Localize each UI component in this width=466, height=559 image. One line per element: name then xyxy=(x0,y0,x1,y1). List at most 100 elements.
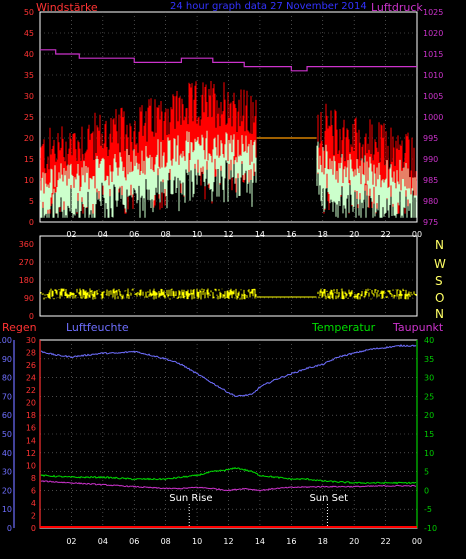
p3-ytick-temp-0: -10 xyxy=(424,524,437,533)
p3-ytick-rain-8: 16 xyxy=(26,424,36,433)
compass-labels: N W S O N xyxy=(434,238,446,321)
p3-ytick-rain-5: 10 xyxy=(26,461,36,470)
p3-ytick-temp-2: 0 xyxy=(424,486,429,495)
p3-ytick-rain-10: 20 xyxy=(26,399,36,408)
p3-ytick-temp-9: 35 xyxy=(424,355,434,364)
p3-ytick-humidity-5: 50 xyxy=(2,430,12,439)
p3-xtick-0: 02 xyxy=(66,537,76,546)
p3-xtick-10: 22 xyxy=(380,537,390,546)
winddir-panel: 0 90 180 270 360 xyxy=(19,236,417,321)
p3-ytick-humidity-3: 30 xyxy=(2,468,12,477)
p3-xtick-6: 14 xyxy=(255,537,265,546)
p1-ytick-left-9: 45 xyxy=(24,29,34,38)
p3-ytick-humidity-4: 40 xyxy=(2,449,12,458)
regen-label: Regen xyxy=(2,321,37,334)
p3-ytick-rain-14: 28 xyxy=(26,349,36,358)
p1-ytick-right-4: 995 xyxy=(423,134,438,143)
dewpoint-series xyxy=(40,480,417,492)
p3-ytick-rain-15: 30 xyxy=(26,336,36,345)
p3-ytick-rain-1: 2 xyxy=(31,511,36,520)
p3-ytick-rain-2: 4 xyxy=(31,499,36,508)
p1-ytick-right-9: 1020 xyxy=(423,29,443,38)
temperature-series xyxy=(40,467,417,485)
p1-ytick-left-1: 5 xyxy=(29,197,34,206)
p3-ytick-temp-3: 5 xyxy=(424,468,429,477)
p3-xtick-4: 10 xyxy=(192,537,202,546)
p3-ytick-temp-7: 25 xyxy=(424,392,434,401)
p3-xtick-5: 12 xyxy=(223,537,233,546)
p2-ytick-1: 90 xyxy=(24,294,34,303)
p1-ytick-left-6: 30 xyxy=(24,92,34,101)
p1-xtick-11: 00 xyxy=(412,230,422,239)
p3-ytick-humidity-1: 10 xyxy=(2,505,12,514)
p3-ytick-temp-1: -5 xyxy=(424,505,432,514)
p1-ytick-right-1: 980 xyxy=(423,197,438,206)
p1-ytick-left-5: 25 xyxy=(24,113,34,122)
p1-xtick-10: 22 xyxy=(380,230,390,239)
p3-ytick-temp-5: 15 xyxy=(424,430,434,439)
p3-ytick-rain-11: 22 xyxy=(26,386,36,395)
p1-ytick-left-7: 35 xyxy=(24,71,34,80)
p1-xtick-8: 18 xyxy=(318,230,328,239)
p3-xtick-1: 04 xyxy=(98,537,108,546)
p3-ytick-humidity-0: 0 xyxy=(7,524,12,533)
p3-xtick-3: 08 xyxy=(161,537,171,546)
p3-ytick-rain-0: 0 xyxy=(31,524,36,533)
humidity-series xyxy=(40,344,417,398)
p3-ytick-rain-7: 14 xyxy=(26,436,36,445)
luftfeuchte-label: Luftfeuchte xyxy=(66,321,129,334)
compass-n-bottom: N xyxy=(435,307,444,321)
p1-ytick-right-6: 1005 xyxy=(423,92,443,101)
p3-xtick-7: 16 xyxy=(286,537,296,546)
p1-xtick-6: 14 xyxy=(255,230,265,239)
p1-xtick-5: 12 xyxy=(223,230,233,239)
p1-ytick-left-10: 50 xyxy=(24,8,34,17)
p3-ytick-humidity-7: 70 xyxy=(2,392,12,401)
p1-ytick-left-0: 0 xyxy=(29,218,34,227)
compass-w: W xyxy=(434,257,446,271)
p1-ytick-right-2: 985 xyxy=(423,176,438,185)
p3-ytick-humidity-6: 60 xyxy=(2,411,12,420)
sun-set-label: Sun Set xyxy=(309,493,348,504)
winddir-series xyxy=(40,288,417,300)
p3-ytick-humidity-10: 100 xyxy=(0,336,12,345)
p3-ytick-temp-8: 30 xyxy=(424,374,434,383)
p3-ytick-rain-4: 8 xyxy=(31,474,36,483)
compass-s: S xyxy=(435,274,443,288)
p1-ytick-right-3: 990 xyxy=(423,155,438,164)
p1-xtick-1: 04 xyxy=(98,230,108,239)
p3-xtick-2: 06 xyxy=(129,537,139,546)
p1-ytick-left-3: 15 xyxy=(24,155,34,164)
p3-ytick-rain-9: 18 xyxy=(26,411,36,420)
pressure-series xyxy=(40,49,417,72)
p1-ytick-left-4: 20 xyxy=(24,134,34,143)
p1-ytick-right-10: 1025 xyxy=(423,8,443,17)
p1-xtick-9: 20 xyxy=(349,230,359,239)
p3-ytick-humidity-9: 90 xyxy=(2,355,12,364)
p1-ytick-right-7: 1010 xyxy=(423,71,443,80)
p3-ytick-rain-12: 24 xyxy=(26,374,36,383)
p3-xtick-8: 18 xyxy=(318,537,328,546)
p2-ytick-2: 180 xyxy=(19,276,34,285)
p1-ytick-left-2: 10 xyxy=(24,176,34,185)
wind-mean-series xyxy=(40,130,417,218)
climate-panel: 0102030405060708090100024681012141618202… xyxy=(0,336,437,546)
windstaerke-label: Windstärke xyxy=(36,1,98,14)
p2-ytick-3: 270 xyxy=(19,258,34,267)
compass-n-top: N xyxy=(435,238,444,252)
p3-ytick-rain-3: 6 xyxy=(31,486,36,495)
p1-xtick-4: 10 xyxy=(192,230,202,239)
p1-ytick-right-0: 975 xyxy=(423,218,438,227)
p1-ytick-left-8: 40 xyxy=(24,50,34,59)
wind-pressure-panel: 0510152025303540455097598098599099510001… xyxy=(24,8,444,239)
p3-ytick-temp-6: 20 xyxy=(424,411,434,420)
p3-ytick-humidity-2: 20 xyxy=(2,486,12,495)
p3-ytick-rain-6: 12 xyxy=(26,449,36,458)
temperatur-label: Temperatur xyxy=(311,321,376,334)
taupunkt-label: Taupunkt xyxy=(392,321,444,334)
p3-xtick-11: 00 xyxy=(412,537,422,546)
p3-ytick-temp-4: 10 xyxy=(424,449,434,458)
compass-o: O xyxy=(435,291,444,305)
